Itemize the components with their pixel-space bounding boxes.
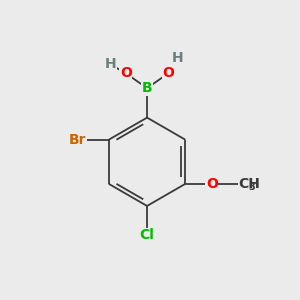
Text: H: H <box>105 58 116 71</box>
Text: Cl: Cl <box>140 228 154 242</box>
Text: O: O <box>206 177 218 191</box>
Text: O: O <box>162 66 174 80</box>
Text: B: B <box>142 81 152 95</box>
Text: Br: Br <box>69 133 87 147</box>
Text: 3: 3 <box>249 182 255 192</box>
Text: H: H <box>171 51 183 65</box>
Text: O: O <box>120 66 132 80</box>
Text: CH: CH <box>238 177 260 191</box>
